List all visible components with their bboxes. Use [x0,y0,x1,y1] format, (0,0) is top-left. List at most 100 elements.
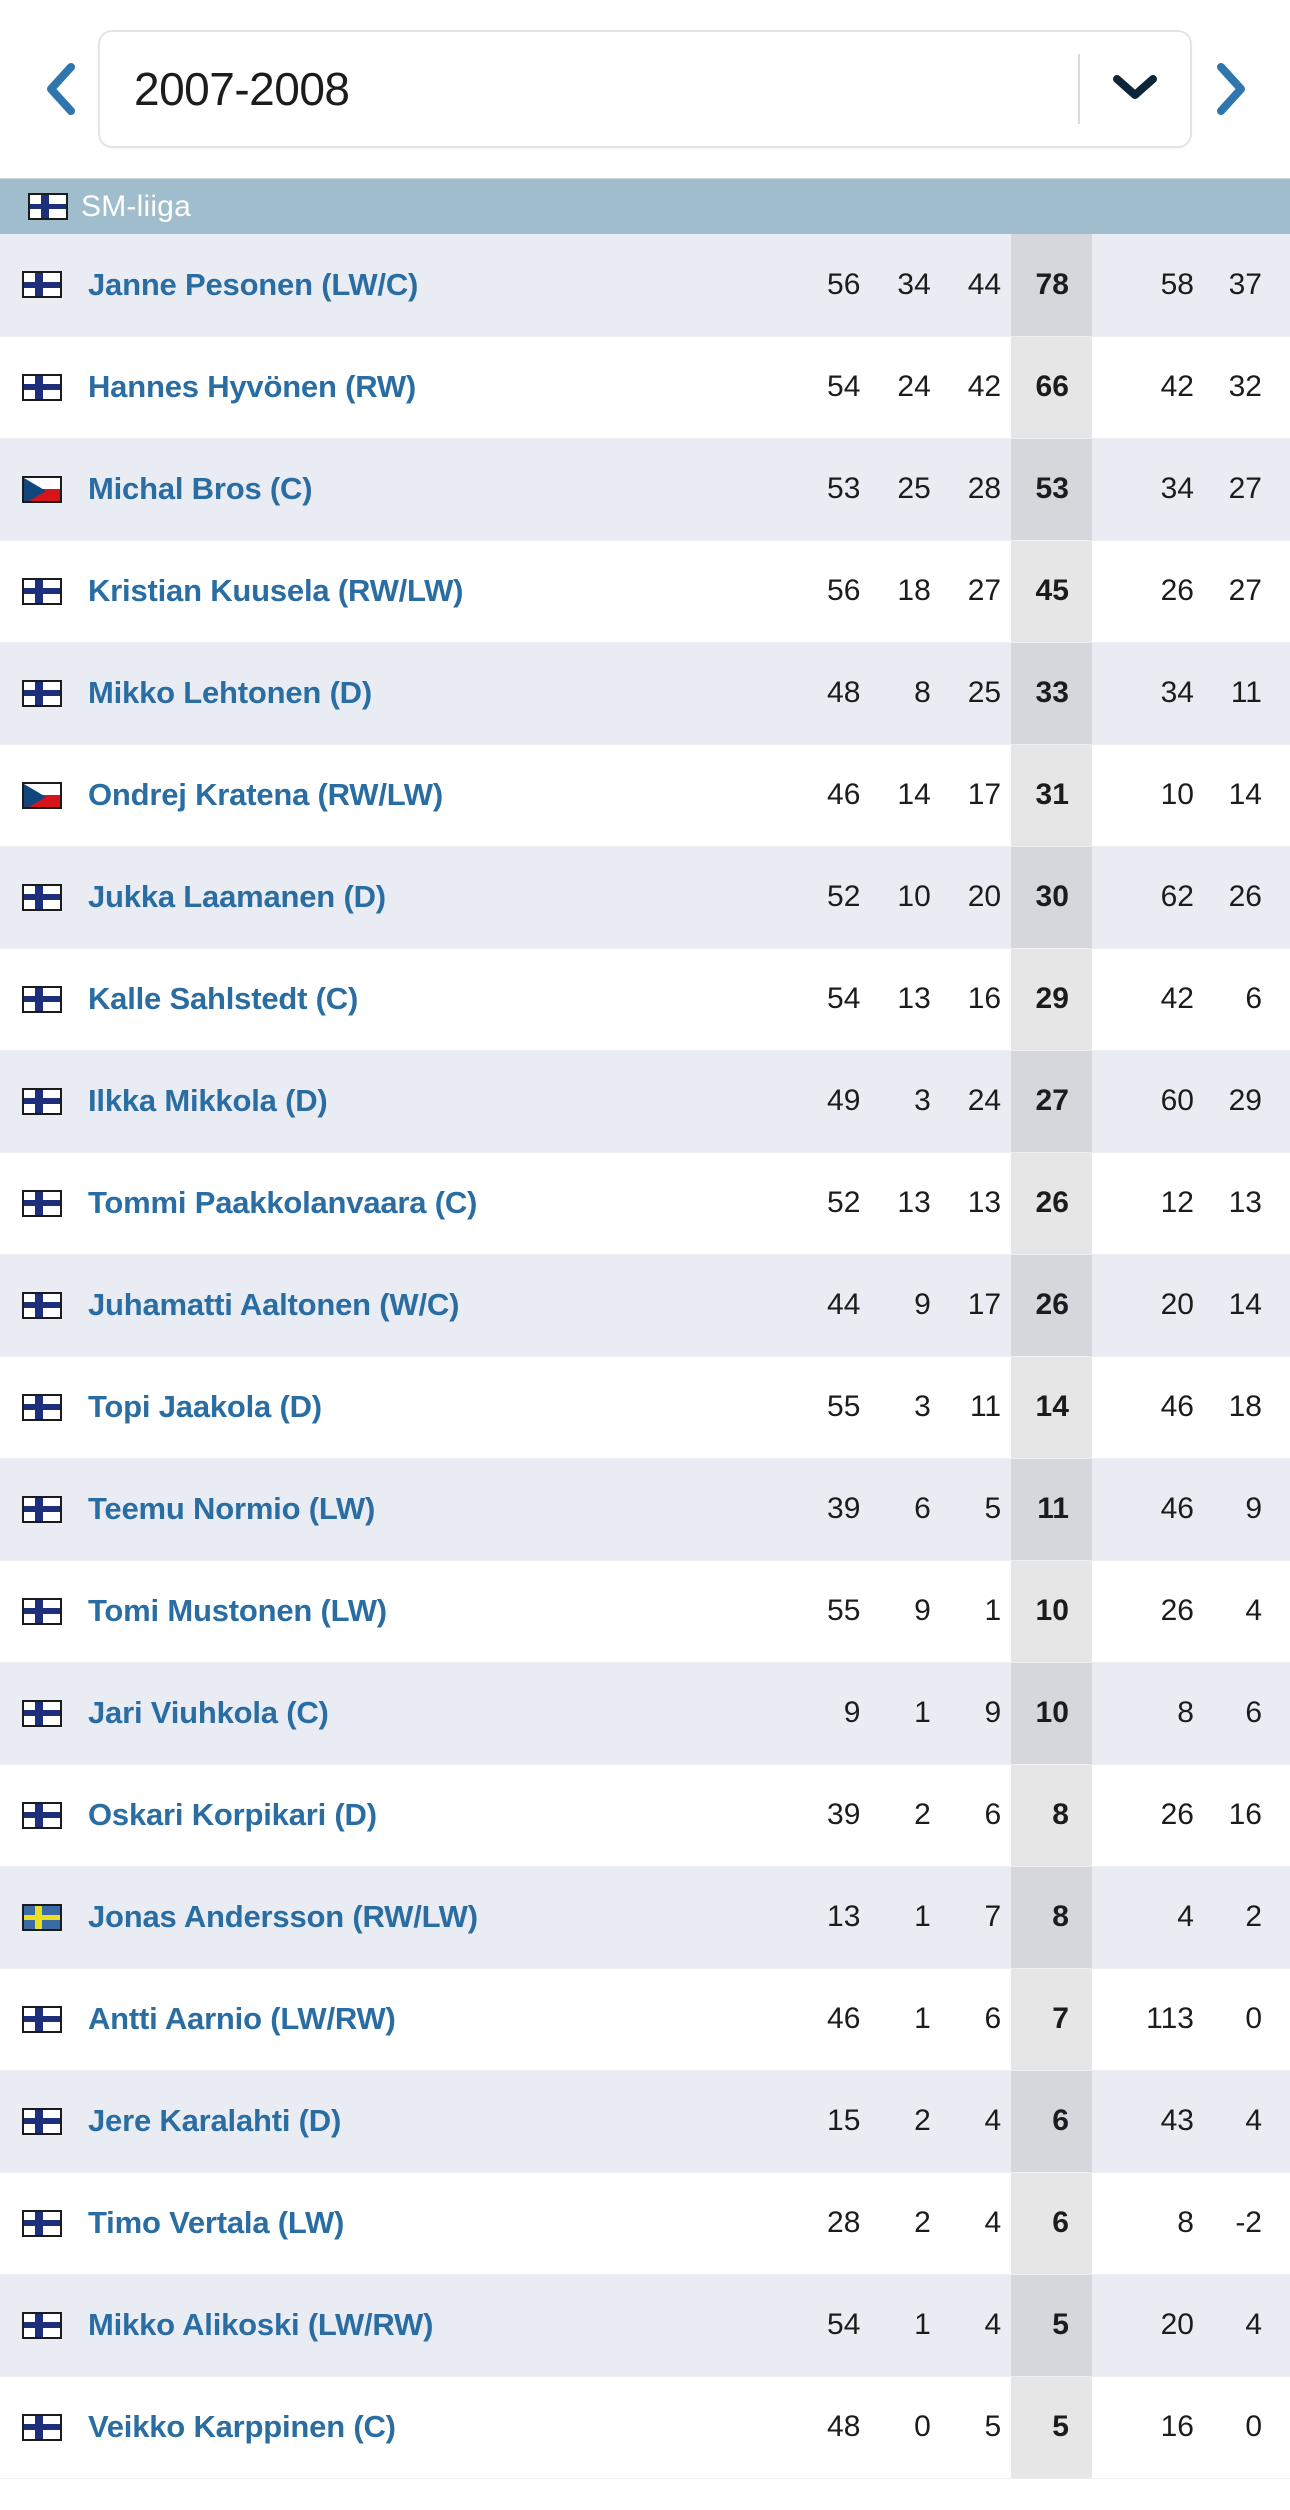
table-row[interactable]: Tomi Mustonen (LW) 55 9 1 10 26 4 [0,1560,1290,1663]
flag-icon-czech-republic [22,781,62,809]
player-name-link[interactable]: Jukka Laamanen (D) [88,879,386,914]
penalty-minutes-cell: 12 [1091,1152,1204,1255]
table-row[interactable]: Topi Jaakola (D) 55 3 11 14 46 18 [0,1356,1290,1459]
player-name-link[interactable]: Veikko Karppinen (C) [88,2409,396,2444]
player-name-link[interactable]: Mikko Lehtonen (D) [88,675,372,710]
player-name-link[interactable]: Teemu Normio (LW) [88,1491,376,1526]
table-row[interactable]: Ondrej Kratena (RW/LW) 46 14 17 31 10 14 [0,744,1290,847]
player-name-link[interactable]: Hannes Hyvönen (RW) [88,369,417,404]
flag-icon-finland [22,1597,62,1625]
table-row[interactable]: Teemu Normio (LW) 39 6 5 11 46 9 [0,1458,1290,1561]
goals-cell: 34 [870,234,941,337]
table-row[interactable]: Juhamatti Aaltonen (W/C) 44 9 17 26 20 14 [0,1254,1290,1357]
points-cell: 27 [1011,1050,1092,1153]
player-cell: Kristian Kuusela (RW/LW) [0,540,788,643]
table-row[interactable]: Hannes Hyvönen (RW) 54 24 42 66 42 32 [0,336,1290,439]
player-cell: Jari Viuhkola (C) [0,1662,788,1765]
table-row[interactable]: Ilkka Mikkola (D) 49 3 24 27 60 29 [0,1050,1290,1153]
player-name-link[interactable]: Jere Karalahti (D) [88,2103,342,2138]
player-name-link[interactable]: Jari Viuhkola (C) [88,1695,329,1730]
table-row[interactable]: Veikko Karppinen (C) 48 0 5 5 16 0 [0,2376,1290,2479]
assists-cell: 4 [940,2274,1012,2377]
assists-cell: 1 [940,1560,1012,1663]
table-row[interactable]: Tommi Paakkolanvaara (C) 52 13 13 26 12 13 [0,1152,1290,1255]
goals-cell: 13 [870,1152,941,1255]
penalty-minutes-cell: 10 [1091,744,1204,847]
player-name-link[interactable]: Ondrej Kratena (RW/LW) [88,777,443,812]
table-row[interactable]: Antti Aarnio (LW/RW) 46 1 6 7 113 0 [0,1968,1290,2071]
player-name-link[interactable]: Topi Jaakola (D) [88,1389,322,1424]
table-row[interactable]: Kristian Kuusela (RW/LW) 56 18 27 45 26 27 [0,540,1290,643]
player-name-link[interactable]: Kristian Kuusela (RW/LW) [88,573,464,608]
plus-minus-cell: 2 [1203,1866,1290,1969]
player-name-link[interactable]: Kalle Sahlstedt (C) [88,981,359,1016]
points-cell: 33 [1011,642,1092,745]
penalty-minutes-cell: 113 [1091,1968,1204,2071]
plus-minus-cell: 26 [1203,846,1290,949]
goals-cell: 2 [870,2070,941,2173]
assists-cell: 16 [940,948,1012,1051]
player-name-link[interactable]: Tommi Paakkolanvaara (C) [88,1185,478,1220]
season-dropdown-button[interactable] [1080,32,1190,146]
flag-icon-finland [22,1087,62,1115]
games-played-cell: 54 [787,336,871,439]
points-cell: 26 [1011,1152,1092,1255]
plus-minus-cell: 0 [1203,2376,1290,2479]
points-cell: 10 [1011,1662,1092,1765]
assists-cell: 17 [940,744,1012,847]
plus-minus-cell: 27 [1203,540,1290,643]
plus-minus-cell: 4 [1203,2274,1290,2377]
table-row[interactable]: Kalle Sahlstedt (C) 54 13 16 29 42 6 [0,948,1290,1051]
assists-cell: 5 [940,1458,1012,1561]
previous-season-button[interactable] [30,53,90,125]
player-name-link[interactable]: Juhamatti Aaltonen (W/C) [88,1287,460,1322]
assists-cell: 9 [940,1662,1012,1765]
player-name-link[interactable]: Janne Pesonen (LW/C) [88,266,419,302]
player-name-link[interactable]: Antti Aarnio (LW/RW) [88,2001,396,2036]
plus-minus-cell: 9 [1203,1458,1290,1561]
player-cell: Janne Pesonen (LW/C) [0,234,788,337]
player-name-link[interactable]: Oskari Korpikari (D) [88,1797,377,1832]
player-cell: Tomi Mustonen (LW) [0,1560,788,1663]
table-row[interactable]: Jere Karalahti (D) 15 2 4 6 43 4 [0,2070,1290,2173]
games-played-cell: 54 [787,2274,871,2377]
penalty-minutes-cell: 16 [1091,2376,1204,2479]
table-row[interactable]: Timo Vertala (LW) 28 2 4 6 8 -2 [0,2172,1290,2275]
chevron-left-icon [43,62,77,116]
table-row[interactable]: Mikko Alikoski (LW/RW) 54 1 4 5 20 4 [0,2274,1290,2377]
flag-icon-finland [22,1291,62,1319]
next-season-button[interactable] [1200,53,1260,125]
season-select[interactable]: 2007-2008 [98,30,1192,148]
table-row[interactable]: Janne Pesonen (LW/C) 56 34 44 78 58 37 [0,234,1290,337]
table-row[interactable]: Mikko Lehtonen (D) 48 8 25 33 34 11 [0,642,1290,745]
table-row[interactable]: Michal Bros (C) 53 25 28 53 34 27 [0,438,1290,541]
assists-cell: 28 [940,438,1012,541]
player-name-link[interactable]: Ilkka Mikkola (D) [88,1083,328,1118]
table-row[interactable]: Jari Viuhkola (C) 9 1 9 10 8 6 [0,1662,1290,1765]
games-played-cell: 15 [787,2070,871,2173]
plus-minus-cell: 4 [1203,1560,1290,1663]
player-cell: Teemu Normio (LW) [0,1458,788,1561]
table-row[interactable]: Oskari Korpikari (D) 39 2 6 8 26 16 [0,1764,1290,1867]
flag-icon-finland [22,2413,62,2441]
goals-cell: 0 [870,2376,941,2479]
assists-cell: 6 [940,1764,1012,1867]
player-name-link[interactable]: Tomi Mustonen (LW) [88,1593,387,1628]
goals-cell: 6 [870,1458,941,1561]
table-row[interactable]: Jukka Laamanen (D) 52 10 20 30 62 26 [0,846,1290,949]
player-cell: Jonas Andersson (RW/LW) [0,1866,788,1969]
penalty-minutes-cell: 26 [1091,1560,1204,1663]
player-name-link[interactable]: Michal Bros (C) [88,471,313,506]
player-name-link[interactable]: Timo Vertala (LW) [88,2205,345,2240]
player-name-link[interactable]: Jonas Andersson (RW/LW) [88,1899,478,1934]
player-cell: Ondrej Kratena (RW/LW) [0,744,788,847]
goals-cell: 2 [870,2172,941,2275]
games-played-cell: 56 [787,234,871,337]
player-name-link[interactable]: Mikko Alikoski (LW/RW) [88,2307,434,2342]
points-cell: 31 [1011,744,1092,847]
league-header: SM-liiga [0,178,1290,234]
plus-minus-cell: 11 [1203,642,1290,745]
plus-minus-cell: 4 [1203,2070,1290,2173]
plus-minus-cell: 14 [1203,744,1290,847]
table-row[interactable]: Jonas Andersson (RW/LW) 13 1 7 8 4 2 [0,1866,1290,1969]
